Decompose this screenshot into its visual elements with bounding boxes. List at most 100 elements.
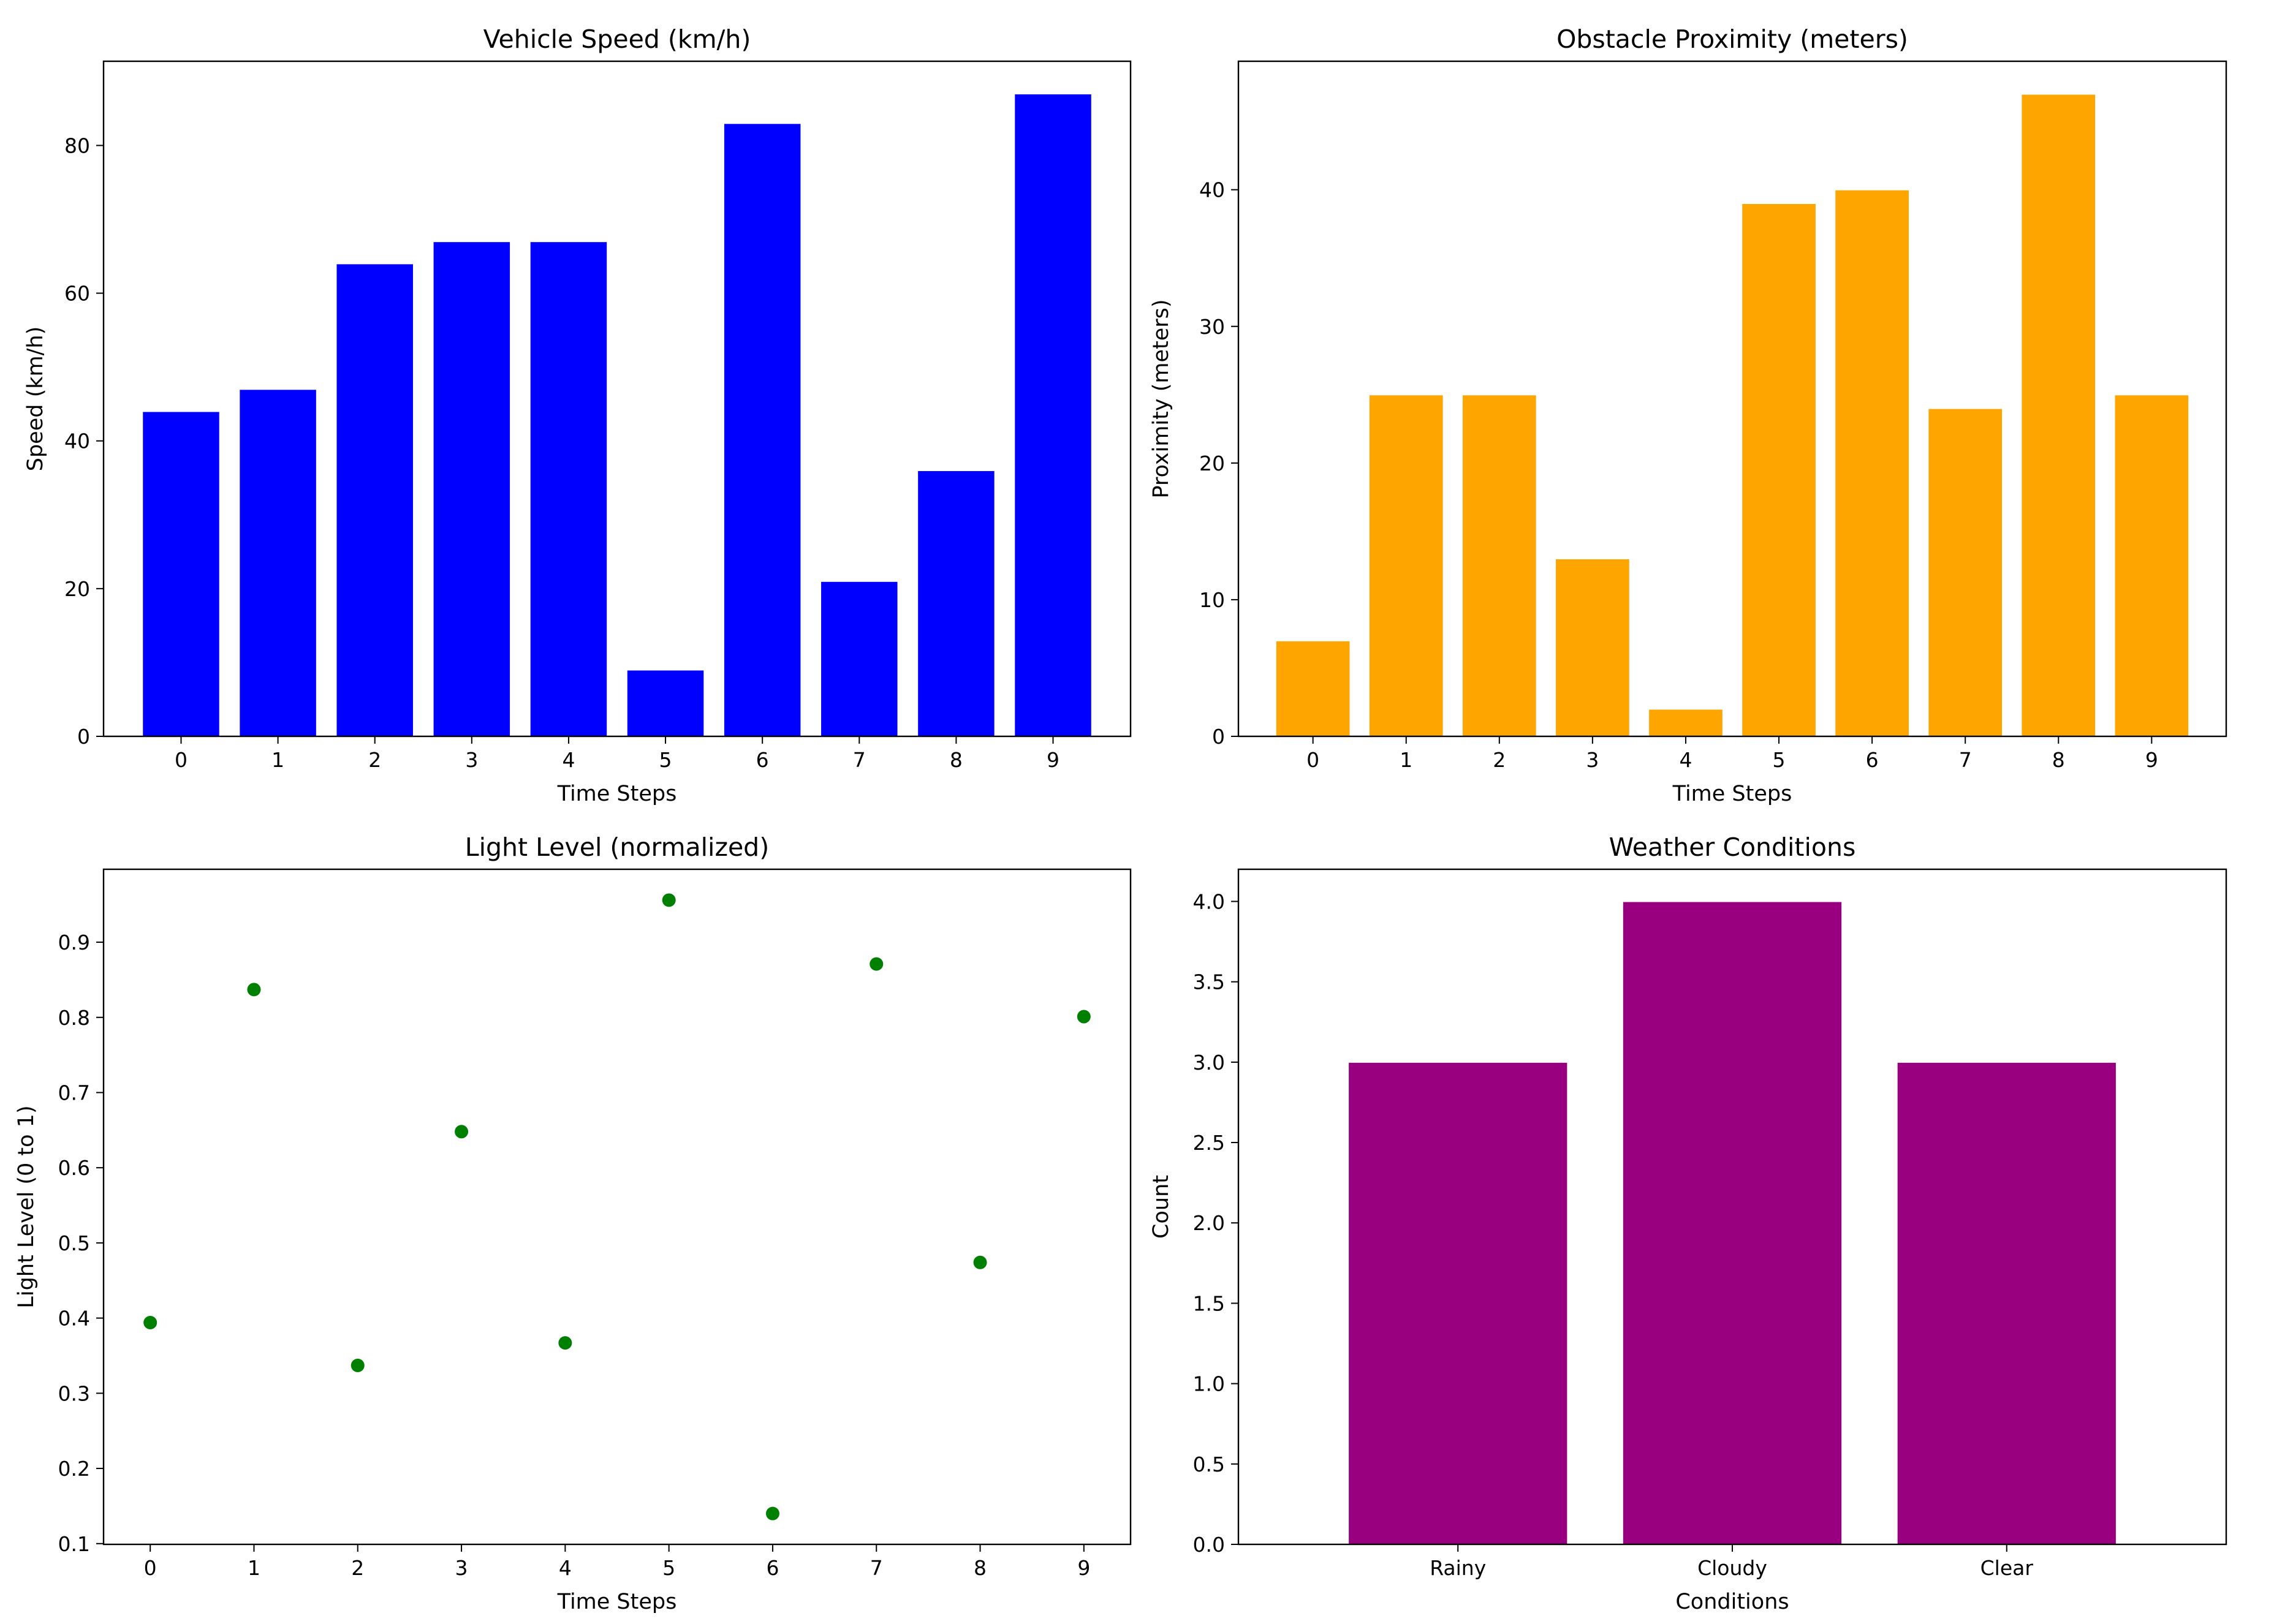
x-tick-label: 8 [950,748,963,772]
bar-5 [1741,203,1817,737]
bar-7 [820,580,899,737]
y-tick-label: 0.2 [58,1457,90,1481]
bar-2 [1461,394,1537,737]
point-3 [455,1125,469,1139]
x-axis-label: Time Steps [557,782,677,806]
y-tick-label: 1.0 [1193,1372,1225,1396]
y-tick-label: 0.8 [58,1006,90,1030]
x-axis-label: Conditions [1675,1590,1789,1614]
bar-cloudy [1621,901,1843,1545]
y-tick-label: 40 [1199,178,1225,202]
bar-3 [432,241,512,737]
chart-obstacle-proximity-meters: 0 1 2 3 4 5 6 7 8 9 0 10 20 30 40 Obstacle Proximity (m… [1149,25,2227,806]
y-tick-label: 0.5 [58,1231,90,1255]
point-2 [351,1358,365,1372]
x-tick-label: 0 [1306,748,1319,772]
x-tick-label: 3 [465,748,478,772]
x-axis-label: Time Steps [1672,782,1792,806]
x-tick-label: 4 [559,1556,572,1580]
y-tick-label: 0.4 [58,1307,90,1331]
x-tick-label: 6 [766,1556,779,1580]
bar-9 [2113,394,2190,737]
chart-title: Vehicle Speed (km/h) [483,25,751,54]
axes-frame [102,868,1132,1546]
y-axis-label: Light Level (0 to 1) [14,1105,39,1308]
x-tick-label: 1 [1400,748,1412,772]
y-tick-label: 30 [1199,315,1225,339]
x-tick-label: 7 [853,748,866,772]
x-tick-label: 2 [368,748,381,772]
y-tick-label: 0 [77,725,90,749]
axes-frame [102,60,1132,738]
chart-title: Obstacle Proximity (meters) [1556,25,1908,54]
bar-4 [1648,708,1724,738]
chart-light-level-normalized: 0 1 2 3 4 5 6 7 8 9 0.1 0.2 0.3 0.4 0.5 0.6 0.7 0.8 0.9 Lig… [14,833,1132,1614]
x-tick-label: 9 [1077,1556,1090,1580]
bar-9 [1014,93,1093,738]
bar-5 [626,669,705,737]
y-tick-label: 60 [64,282,90,306]
bar-clear [1896,1061,2117,1546]
y-tick-label: 2.0 [1193,1211,1225,1235]
y-tick-label: 0.5 [1193,1452,1225,1476]
y-tick-label: 40 [64,429,90,453]
point-5 [662,893,676,907]
bar-3 [1555,558,1631,737]
bar-8 [2020,93,2097,738]
x-tick-label: 2 [351,1556,364,1580]
chart-title: Light Level (normalized) [465,833,769,862]
x-tick-label: 4 [1679,748,1692,772]
y-tick-label: 0.6 [58,1156,90,1180]
bar-6 [1834,189,1910,737]
x-tick-label: 3 [1586,748,1599,772]
y-tick-label: 3.0 [1193,1051,1225,1074]
x-tick-label: Cloudy [1697,1556,1767,1580]
x-tick-label: 5 [659,748,672,772]
axes-frame [1237,60,2227,738]
x-tick-label: 5 [1773,748,1786,772]
y-axis-label: Count [1149,1175,1173,1239]
point-8 [973,1255,987,1269]
x-tick-label: 8 [2052,748,2065,772]
y-tick-label: 0.0 [1193,1533,1225,1557]
x-tick-label: 9 [1047,748,1059,772]
bar-1 [238,388,317,737]
x-tick-label: 5 [662,1556,675,1580]
bar-6 [722,123,802,737]
point-1 [247,983,261,997]
point-0 [143,1315,157,1329]
y-tick-label: 2.5 [1193,1131,1225,1155]
x-axis-label: Time Steps [557,1590,677,1614]
x-tick-label: 1 [271,748,284,772]
x-tick-label: 0 [144,1556,157,1580]
y-tick-label: 1.5 [1193,1291,1225,1315]
x-tick-label: 6 [756,748,769,772]
x-tick-label: Clear [1980,1556,2034,1580]
x-tick-label: 2 [1493,748,1506,772]
y-tick-label: 4.0 [1193,889,1225,913]
y-tick-label: 80 [64,134,90,157]
x-tick-label: 1 [248,1556,260,1580]
chart-title: Weather Conditions [1609,833,1856,862]
x-tick-label: 8 [974,1556,987,1580]
y-tick-label: 20 [64,577,90,601]
y-axis-label: Proximity (meters) [1149,299,1173,498]
x-tick-label: 4 [562,748,575,772]
point-9 [1077,1010,1091,1024]
y-tick-label: 0.7 [58,1081,90,1105]
y-tick-label: 20 [1199,451,1225,475]
bar-0 [1275,640,1351,738]
y-tick-label: 3.5 [1193,970,1225,994]
bar-4 [529,241,608,737]
chart-weather-conditions: Rainy Cloudy Clear 0.0 0.5 1.0 1.5 2.0 2.5 3.0 3.5… [1149,833,2227,1614]
y-tick-label: 0.1 [58,1532,90,1556]
y-tick-label: 10 [1199,588,1225,612]
y-tick-label: 0 [1212,725,1225,749]
y-axis-label: Speed (km/h) [23,327,48,472]
x-tick-label: Rainy [1430,1556,1486,1580]
chart-vehicle-speed-km-h: 0 1 2 3 4 5 6 7 8 9 0 20 40 60 80 Vehicle Speed (km/h) T… [23,25,1132,806]
x-tick-label: 7 [870,1556,883,1580]
bar-1 [1368,394,1444,737]
bar-7 [1927,407,2004,737]
